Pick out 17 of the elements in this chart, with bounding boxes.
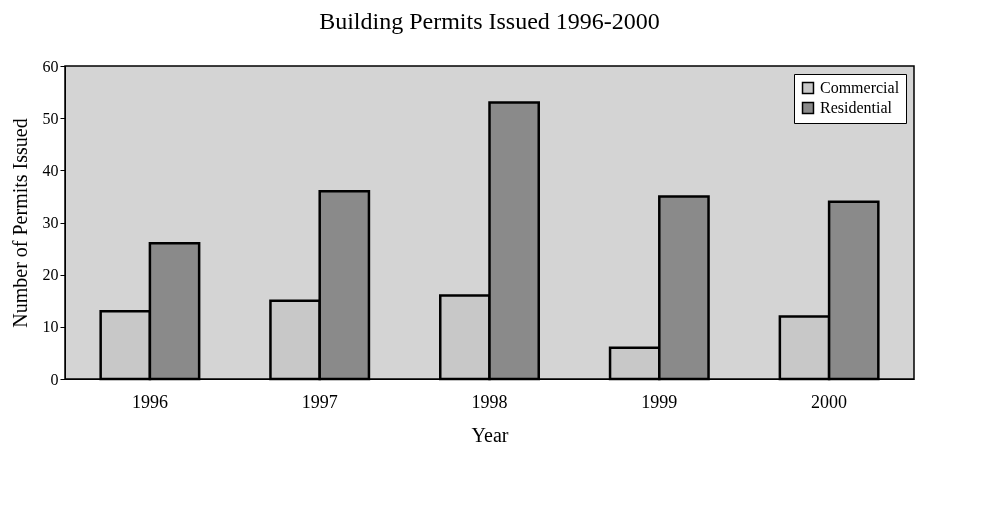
y-tick-label: 0 [50, 370, 59, 388]
y-tick-label: 40 [42, 161, 59, 179]
legend-label: Residential [820, 99, 893, 116]
x-axis-title: Year [471, 423, 509, 446]
x-tick-label: 1999 [641, 391, 678, 412]
x-tick-label: 2000 [811, 391, 848, 412]
x-tick-label: 1996 [131, 391, 168, 412]
chart-title: Building Permits Issued 1996-2000 [319, 8, 660, 34]
y-tick-label: 10 [42, 318, 59, 336]
x-tick-label: 1998 [471, 391, 508, 412]
legend-label: Commercial [820, 79, 900, 96]
y-tick-label: 50 [42, 109, 59, 127]
y-tick-label: 30 [42, 214, 59, 231]
y-tick-label: 20 [42, 266, 59, 284]
x-tick-label: 1997 [301, 391, 338, 412]
y-tick-label: 60 [42, 57, 59, 75]
y-axis-title: Number of Permits Issued [8, 118, 31, 328]
